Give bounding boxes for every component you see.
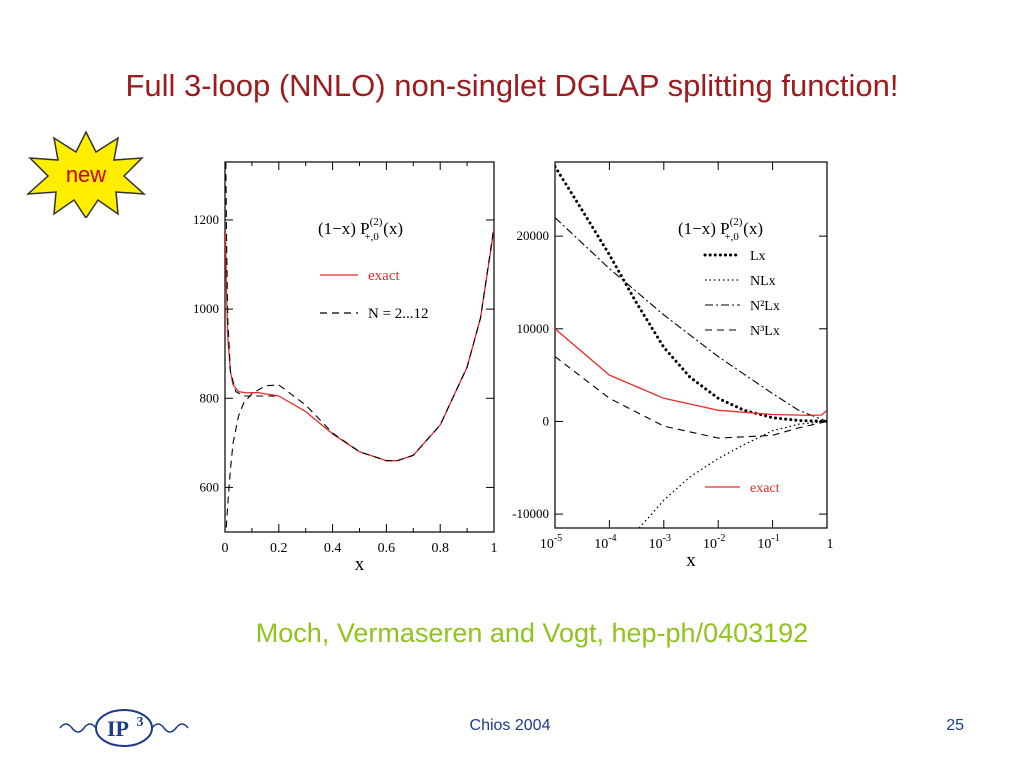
page-number: 25 xyxy=(946,717,964,734)
starburst-icon xyxy=(26,130,146,218)
ip3-logo: IP 3 xyxy=(59,709,189,747)
right-series-4 xyxy=(555,328,827,417)
left-ytick-label: 600 xyxy=(200,479,220,494)
right-legend-label-3: N³Lx xyxy=(750,324,780,339)
logo-superscript: 3 xyxy=(137,715,144,730)
left-series-group xyxy=(225,162,494,528)
right-xtick-label: 10-5 xyxy=(540,533,562,552)
left-legend-label-0: exact xyxy=(368,268,400,284)
left-xtick-label: 0.8 xyxy=(431,541,449,556)
left-chart-title: (1−x) P(2) +,0 (x) xyxy=(318,216,403,243)
left-xtick-label: 0.6 xyxy=(378,541,396,556)
right-xlabel: x xyxy=(686,550,696,571)
right-frame xyxy=(554,161,828,529)
left-ytick-label: 1200 xyxy=(193,212,219,227)
left-series-0 xyxy=(225,228,494,462)
right-chart-title: (1−x) P(2) +,0 (x) xyxy=(678,216,763,243)
left-legend-label-1: N = 2...12 xyxy=(368,306,429,322)
right-xtick-label: 10-3 xyxy=(649,533,671,552)
right-series-2 xyxy=(555,217,827,422)
left-xtick-label: 0.4 xyxy=(324,541,342,556)
right-series-1 xyxy=(638,420,827,528)
right-legend-label-2: N²Lx xyxy=(750,299,780,314)
new-badge: new xyxy=(26,130,146,218)
right-ytick-label: 20000 xyxy=(517,228,550,243)
left-xtick-label: 0.2 xyxy=(270,541,288,556)
citation: Moch, Vermaseren and Vogt, hep-ph/040319… xyxy=(255,618,809,648)
right-xtick-label: 10-1 xyxy=(757,533,779,552)
right-xtick-label: 10-2 xyxy=(703,533,725,552)
left-series-1 xyxy=(225,226,494,528)
right-series-group xyxy=(555,165,827,528)
right-legend-label-0: Lx xyxy=(750,249,766,264)
left-ytick-label: 1000 xyxy=(193,301,219,316)
left-ytick-label: 800 xyxy=(200,390,220,405)
logo-text: IP xyxy=(107,716,129,741)
left-xlabel: x xyxy=(355,554,365,575)
right-ytick-label: 10000 xyxy=(517,321,550,336)
left-series-2 xyxy=(225,162,279,397)
plot-right: 10-5 10-4 10-3 10-2 10-1 1 -10000 0 10000 20000 (1… xyxy=(512,161,834,571)
right-ytick-label: 0 xyxy=(543,413,550,428)
slide-title: Full 3-loop (NNLO) non-singlet DGLAP spl… xyxy=(125,68,899,103)
badge-label: new xyxy=(66,162,106,187)
right-series-0 xyxy=(555,165,827,423)
right-series-3 xyxy=(555,356,827,439)
right-legend-label-exact: exact xyxy=(750,481,780,496)
right-xtick-label: 10-4 xyxy=(594,533,616,552)
right-xtick-label: 1 xyxy=(827,537,834,552)
footer-venue: Chios 2004 xyxy=(469,717,551,734)
left-xtick-label: 0 xyxy=(222,541,229,556)
left-frame xyxy=(224,161,495,533)
left-xtick-label: 1 xyxy=(491,541,498,556)
right-ytick-label: -10000 xyxy=(512,506,549,521)
plot-left: 0 0.2 0.4 0.6 0.8 1 600 800 1000 1200 (1−x) P(2) +,… xyxy=(193,161,498,575)
right-legend-label-1: NLx xyxy=(750,274,776,289)
